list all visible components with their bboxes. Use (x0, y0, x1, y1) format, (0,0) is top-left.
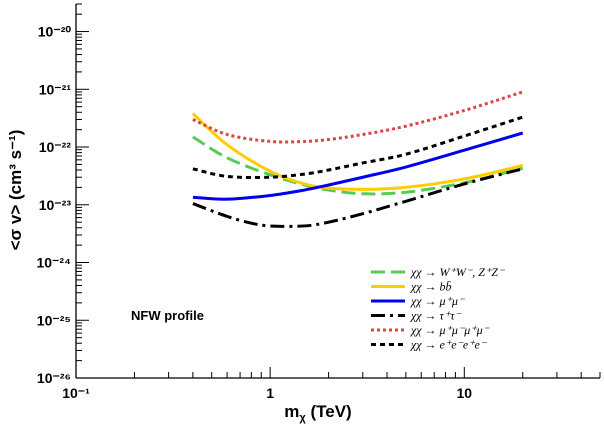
x-axis-title-unit: (TeV) (306, 402, 352, 421)
y-axis-title: <σ v> (cm³ s⁻¹) (6, 130, 25, 251)
x-tick-label: 10 (457, 385, 473, 401)
y-tick-label: 10⁻²³ (39, 197, 72, 213)
y-tick-label: 10⁻²² (39, 139, 72, 155)
y-tick-label: 10⁻²⁵ (37, 312, 71, 328)
legend-label-1: χχ → bb̄ (410, 280, 452, 294)
series-line-5 (192, 115, 524, 180)
x-tick-label: 1 (266, 385, 274, 401)
legend-label-2: χχ → μ⁺μ⁻ (410, 294, 466, 308)
series-line-1 (191, 112, 524, 191)
legend: χχ → W⁺W⁻, Z⁺Z⁻χχ → bb̄χχ → μ⁺μ⁻χχ → τ⁺τ… (371, 265, 506, 352)
series-lines (191, 90, 524, 228)
y-tick-label: 10⁻²¹ (39, 81, 72, 97)
y-tick-label: 10⁻²⁶ (37, 370, 71, 386)
series-line-4 (192, 90, 524, 144)
legend-label-3: χχ → τ⁺τ⁻ (410, 309, 462, 323)
x-axis-ticks: 10⁻¹ 1 10 (62, 367, 601, 401)
y-tick-label: 10⁻²⁴ (36, 255, 71, 271)
legend-label-5: χχ → e⁺e⁻e⁺e⁻ (410, 338, 488, 352)
legend-label-4: χχ → μ⁺μ⁻μ⁺μ⁻ (410, 323, 491, 337)
x-axis-title-sub: χ (299, 412, 306, 424)
series-line-3 (192, 167, 524, 228)
series-line-0 (192, 135, 524, 196)
x-tick-label: 10⁻¹ (62, 385, 90, 401)
series-line-2 (192, 131, 524, 201)
annotation-nfw-profile: NFW profile (131, 308, 204, 323)
x-axis-title: mχ (TeV) (284, 402, 351, 424)
x-axis-title-main: m (284, 402, 299, 421)
legend-label-0: χχ → W⁺W⁻, Z⁺Z⁻ (410, 265, 506, 279)
y-tick-label: 10⁻²⁰ (38, 24, 72, 40)
plot-frame (75, 4, 600, 379)
y-axis-ticks: 10⁻²⁶ 10⁻²⁵ 10⁻²⁴ 10⁻²³ 10⁻²² 10⁻²¹ 10⁻²⁰ (36, 3, 89, 386)
